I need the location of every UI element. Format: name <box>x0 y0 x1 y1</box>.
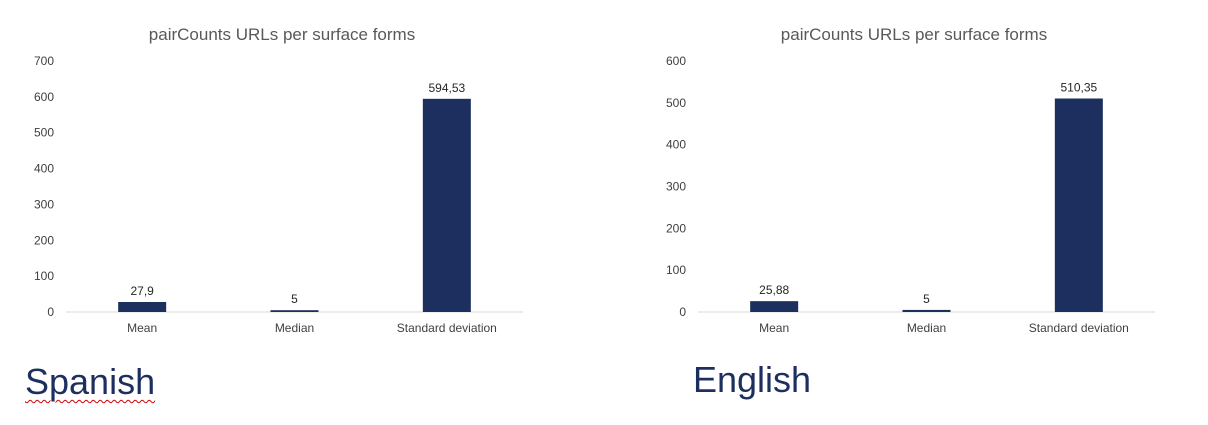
data-label: 510,35 <box>1060 81 1097 95</box>
caption-spanish: Spanish <box>25 361 156 402</box>
y-tick-label: 300 <box>34 197 54 211</box>
y-tick-label: 600 <box>34 90 54 104</box>
bar <box>422 98 471 312</box>
bar <box>1054 98 1103 312</box>
y-tick-label: 200 <box>666 221 686 235</box>
chart-spanish: pairCounts URLs per surface forms 0 100 200… <box>34 25 523 335</box>
data-label: 25,88 <box>759 283 789 297</box>
y-tick-label: 700 <box>34 54 54 68</box>
y-tick-label: 500 <box>666 96 686 110</box>
category-label: Mean <box>127 321 157 335</box>
bar <box>118 301 167 312</box>
y-tick-label: 200 <box>34 233 54 247</box>
chart-title: pairCounts URLs per surface forms <box>149 25 415 44</box>
category-label: Mean <box>759 321 789 335</box>
data-label: 5 <box>291 292 298 306</box>
y-tick-label: 400 <box>34 162 54 176</box>
y-tick-label: 300 <box>666 180 686 194</box>
data-label: 27,9 <box>130 284 154 298</box>
y-tick-label: 0 <box>679 305 686 319</box>
category-label: Standard deviation <box>397 321 497 335</box>
bar <box>270 310 319 312</box>
y-tick-label: 400 <box>666 138 686 152</box>
category-label: Standard deviation <box>1029 321 1129 335</box>
y-tick-label: 100 <box>34 269 54 283</box>
caption-english: English <box>693 359 812 400</box>
y-tick-label: 500 <box>34 126 54 140</box>
y-tick-label: 600 <box>666 54 686 68</box>
data-label: 594,53 <box>428 81 465 95</box>
data-label: 5 <box>923 292 930 306</box>
category-label: Median <box>907 321 946 335</box>
y-tick-label: 0 <box>47 305 54 319</box>
bar <box>750 301 799 312</box>
chart-title: pairCounts URLs per surface forms <box>781 25 1047 44</box>
category-label: Median <box>275 321 314 335</box>
chart-english: pairCounts URLs per surface forms 0 100 200… <box>666 25 1155 335</box>
y-tick-label: 100 <box>666 263 686 277</box>
bar <box>902 309 951 312</box>
